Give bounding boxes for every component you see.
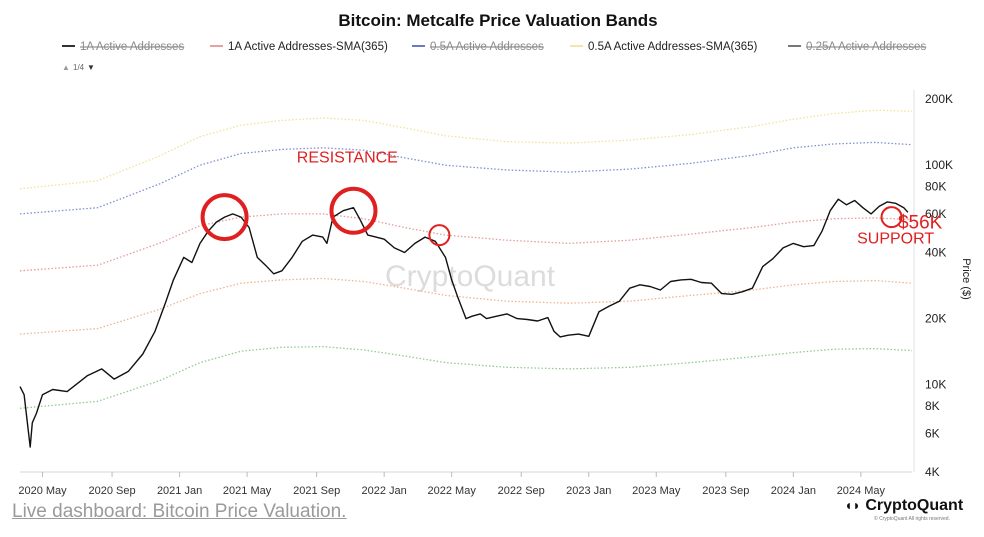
y-tick-label-6: 20K [925,312,946,326]
x-tick-label-11: 2023 Sep [702,485,749,497]
x-axis: 2020 May 2020 Sep 2021 Jan 2021 May 2021 Sep… [18,471,912,497]
x-tick-label-5: 2021 Sep [293,485,340,497]
y-axis: 200K 100K 80K 60K 40K 20K 10K 8K 6K 4K [913,90,953,479]
watermark: CryptoQuant [385,260,556,293]
legend-pager-down-icon[interactable]: ▼ [87,63,95,72]
y-tick-label-2: 100K [925,158,953,172]
y-axis-label: Price ($) [960,258,972,300]
x-tick-label-8: 2022 Sep [498,485,545,497]
series-line-4 [19,277,913,335]
y-tick-label-5: 40K [925,246,946,260]
y-tick-label-10: 4K [925,465,940,479]
legend-item-2[interactable]: 1A Active Addresses-SMA(365) [210,41,388,53]
y-tick-label-4: 60K [925,207,946,221]
annotation-2: $56K [898,212,943,233]
x-tick-label-3: 2021 Jan [157,485,202,497]
x-tick-label-13: 2024 May [837,485,886,497]
x-tick-label-10: 2023 May [632,485,681,497]
legend[interactable]: 1A Active Addresses 1A Active Addresses-S… [62,41,926,53]
x-tick-label-2: 2020 Sep [89,485,136,497]
x-tick-label-6: 2022 Jan [362,485,407,497]
series-line-5 [19,345,913,409]
legend-item-1[interactable]: 1A Active Addresses [62,41,184,53]
x-tick-label-7: 2022 May [428,485,477,497]
x-tick-label-1: 2020 May [18,485,67,497]
brand-logo: ◖◗ CryptoQuant [844,497,963,515]
y-tick-label-7: 10K [925,378,946,392]
plot-area [19,109,913,448]
y-tick-label-3: 80K [925,179,946,193]
series-line-3 [19,213,913,272]
cryptoquant-logo-icon: ◖◗ [844,497,861,513]
legend-pager-up-icon[interactable]: ▲ [62,63,70,72]
x-tick-label-4: 2021 May [223,485,272,497]
legend-item-4[interactable]: 0.5A Active Addresses-SMA(365) [570,41,758,53]
x-tick-label-12: 2024 Jan [771,485,816,497]
resistance-circle-3 [428,224,451,247]
resistance-circle-1 [200,193,249,242]
legend-label: 0.25A Active Addresses [806,41,926,53]
annotation-3: SUPPORT [857,230,934,247]
resistance-circle-2 [329,186,378,235]
y-tick-label-8: 8K [925,399,940,413]
legend-label: 0.5A Active Addresses-SMA(365) [588,41,758,53]
legend-label: 1A Active Addresses [80,41,184,53]
live-dashboard-link[interactable]: Live dashboard: Bitcoin Price Valuation. [12,501,347,522]
legend-item-5[interactable]: 0.25A Active Addresses [788,41,926,53]
series-line-2 [19,141,913,215]
y-tick-label-1: 200K [925,92,953,106]
brand-copyright: © CryptoQuant All rights reserved. [874,516,950,522]
legend-item-3[interactable]: 0.5A Active Addresses [412,41,544,53]
annotation-1: RESISTANCE [297,149,398,166]
legend-label: 1A Active Addresses-SMA(365) [228,41,388,53]
y-tick-label-9: 6K [925,426,940,440]
brand-name: CryptoQuant [865,497,964,514]
series-line-6 [19,198,909,448]
support-circle [880,206,903,229]
chart-title: Bitcoin: Metcalfe Price Valuation Bands [338,11,657,30]
x-tick-label-9: 2023 Jan [566,485,611,497]
legend-pager[interactable]: 1/4 [73,63,85,72]
legend-label: 0.5A Active Addresses [430,41,544,53]
series-line-1 [19,109,913,190]
